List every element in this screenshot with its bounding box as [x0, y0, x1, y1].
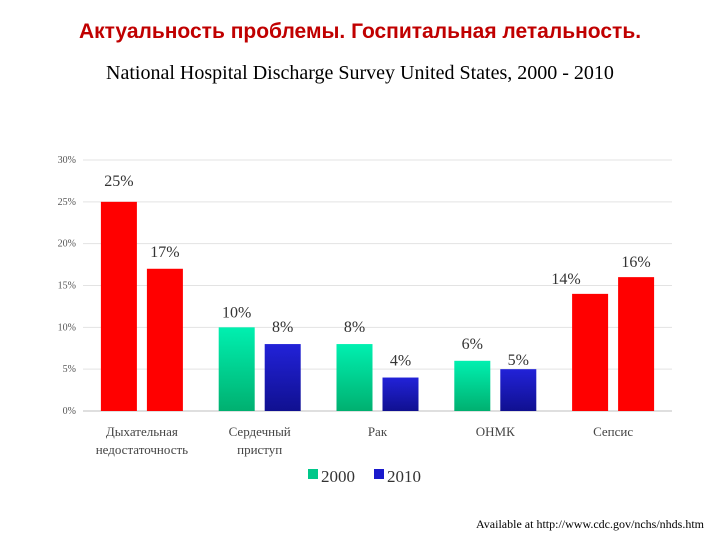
legend-swatch-2000	[308, 469, 318, 479]
category-label: Рак	[368, 424, 388, 439]
bar-2000-3	[454, 360, 491, 411]
y-tick-label: 0%	[63, 406, 76, 417]
y-tick-label: 25%	[58, 197, 76, 208]
data-label: 25%	[104, 173, 133, 190]
data-labels: 25% 17% 10% 8% 8% 4% 6% 5% 14% 16%	[104, 173, 651, 370]
data-label: 16%	[621, 254, 650, 271]
legend-swatch-2010	[374, 469, 384, 479]
bar-2010-4	[618, 277, 655, 411]
bars	[100, 201, 655, 411]
category-label: недостаточность	[96, 442, 188, 457]
y-tick-label: 10%	[58, 322, 76, 333]
bar-2010-3	[500, 369, 537, 411]
legend-label-2010: 2010	[387, 467, 421, 486]
chart-subtitle: National Hospital Discharge Survey Unite…	[106, 62, 614, 84]
data-label: 17%	[150, 244, 179, 261]
data-label: 4%	[390, 353, 411, 370]
data-label: 8%	[272, 319, 293, 336]
bar-2010-0	[146, 268, 183, 411]
legend-label-2000: 2000	[321, 467, 355, 486]
bar-2000-4	[572, 293, 609, 411]
data-label: 8%	[344, 319, 365, 336]
category-label: приступ	[237, 442, 282, 457]
category-label: Сердечный	[229, 424, 291, 439]
bar-2000-2	[336, 344, 373, 411]
category-labels: Дыхательная недостаточность Сердечный прист…	[96, 424, 634, 457]
bar-2010-2	[382, 377, 419, 411]
data-label: 6%	[462, 336, 483, 353]
bar-2000-1	[218, 327, 255, 411]
y-tick-label: 5%	[63, 364, 76, 375]
category-label: ОНМК	[476, 424, 515, 439]
y-axis: 0% 5% 10% 15% 20% 25% 30%	[58, 155, 76, 417]
y-tick-label: 30%	[58, 155, 76, 166]
slide-title: Актуальность проблемы. Госпитальная лета…	[78, 20, 642, 43]
bar-2000-0	[100, 201, 137, 411]
category-label: Сепсис	[593, 424, 633, 439]
data-label: 10%	[222, 304, 251, 321]
y-tick-label: 15%	[58, 281, 76, 292]
data-label: 14%	[551, 271, 580, 288]
bar-2010-1	[264, 344, 301, 411]
category-label: Дыхательная	[106, 424, 178, 439]
source-note: Available at http://www.cdc.gov/nchs/nhd…	[476, 517, 704, 531]
y-tick-label: 20%	[58, 239, 76, 250]
legend: 2000 2010	[308, 467, 421, 486]
data-label: 5%	[508, 352, 529, 369]
